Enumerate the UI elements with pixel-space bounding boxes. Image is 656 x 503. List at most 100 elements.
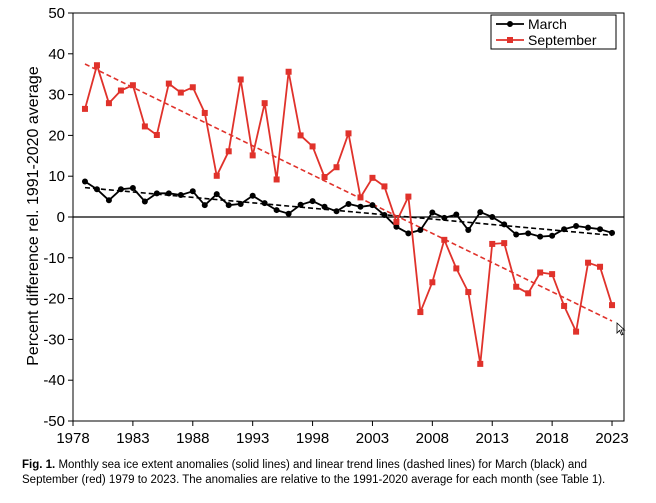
march-point (333, 208, 340, 215)
september-point (237, 76, 244, 83)
september-point (513, 283, 520, 290)
legend-september-marker (507, 37, 513, 43)
legend-september-label: September (528, 32, 597, 48)
september-point (417, 309, 424, 316)
september-point (465, 289, 472, 296)
march-point (201, 202, 208, 209)
sea-ice-anomaly-chart: -50 -40 -30 -20 -10 0 10 20 30 40 50 1978 1983 1988 19… (25, 5, 629, 447)
september-point (573, 328, 580, 335)
march-point (189, 188, 196, 195)
x-tick-label: 1998 (296, 430, 329, 447)
march-point (177, 191, 184, 198)
march-point (249, 192, 256, 199)
march-point (297, 201, 304, 208)
march-point (261, 200, 268, 207)
march-point (381, 211, 388, 218)
september-point (117, 87, 124, 94)
y-tick-label: 30 (48, 87, 65, 104)
march-point (141, 198, 148, 205)
caption-text: Monthly sea ice extent anomalies (solid … (22, 459, 606, 486)
march-point (513, 231, 520, 238)
march-point (417, 227, 424, 234)
september-point (441, 236, 448, 243)
september-point (297, 132, 304, 139)
march-point (585, 224, 592, 231)
march-point (129, 185, 136, 192)
september-point (609, 302, 616, 309)
september-series-line (84, 64, 613, 365)
september-point (525, 290, 532, 297)
september-point (453, 265, 460, 272)
march-point (453, 211, 460, 218)
september-point (489, 240, 496, 247)
september-point (285, 68, 292, 75)
march-point (609, 229, 616, 236)
march-point (573, 222, 580, 229)
march-point (81, 178, 88, 185)
september-point (321, 174, 328, 181)
x-tick-label: 1993 (236, 430, 269, 447)
september-point (561, 302, 568, 309)
september-point (105, 100, 112, 107)
y-tick-label: -20 (43, 291, 65, 308)
march-point (597, 226, 604, 233)
march-point (321, 203, 328, 210)
march-point (561, 226, 568, 233)
x-tick-label: 2018 (535, 430, 568, 447)
march-point (213, 191, 220, 198)
september-point (393, 218, 400, 225)
september-point (213, 172, 220, 179)
september-point (81, 105, 88, 112)
september-point (93, 62, 100, 69)
y-tick-label: -10 (43, 250, 65, 267)
axes: -50 -40 -30 -20 -10 0 10 20 30 40 50 1978 1983 1988 19… (43, 5, 628, 447)
x-tick-label: 2003 (356, 430, 389, 447)
march-point (369, 202, 376, 209)
x-tick-label: 1978 (56, 430, 89, 447)
march-point (393, 223, 400, 230)
march-trend-line (84, 186, 613, 237)
mouse-cursor-icon (616, 322, 626, 336)
september-point (249, 152, 256, 159)
march-point (429, 209, 436, 216)
march-point (225, 202, 232, 209)
y-tick-label: -40 (43, 372, 65, 389)
september-point (153, 131, 160, 138)
x-tick-label: 2023 (595, 430, 628, 447)
march-point (489, 214, 496, 220)
y-tick-label: 0 (57, 209, 65, 226)
september-point (165, 80, 172, 87)
september-point (429, 279, 436, 286)
september-point (189, 84, 196, 91)
september-point (129, 82, 136, 89)
march-point (465, 227, 472, 234)
march-point (285, 210, 292, 217)
y-tick-label: -50 (43, 413, 65, 430)
september-point (405, 193, 412, 200)
september-point (273, 176, 280, 183)
march-point (501, 221, 508, 228)
september-point (333, 164, 340, 171)
march-point (105, 197, 112, 204)
caption-label: Fig. 1. (22, 459, 56, 471)
september-point (381, 183, 388, 190)
march-point (153, 190, 160, 197)
march-point (549, 232, 556, 239)
y-axis-label: Percent difference rel. 1991-2020 averag… (25, 66, 42, 366)
march-point (441, 214, 448, 221)
legend-march-label: March (528, 16, 567, 32)
march-point (525, 230, 532, 237)
september-point (501, 240, 508, 247)
september-point (345, 130, 352, 137)
march-point (237, 200, 244, 207)
y-tick-label: 20 (48, 127, 65, 144)
figure-caption: Fig. 1. Monthly sea ice extent anomalies… (22, 458, 637, 488)
y-tick-label: 10 (48, 168, 65, 185)
march-point (273, 207, 280, 214)
y-tick-label: 40 (48, 46, 65, 63)
september-point (549, 271, 556, 278)
september-point (177, 89, 184, 96)
x-tick-label: 1988 (176, 430, 209, 447)
trend-lines (84, 63, 613, 322)
